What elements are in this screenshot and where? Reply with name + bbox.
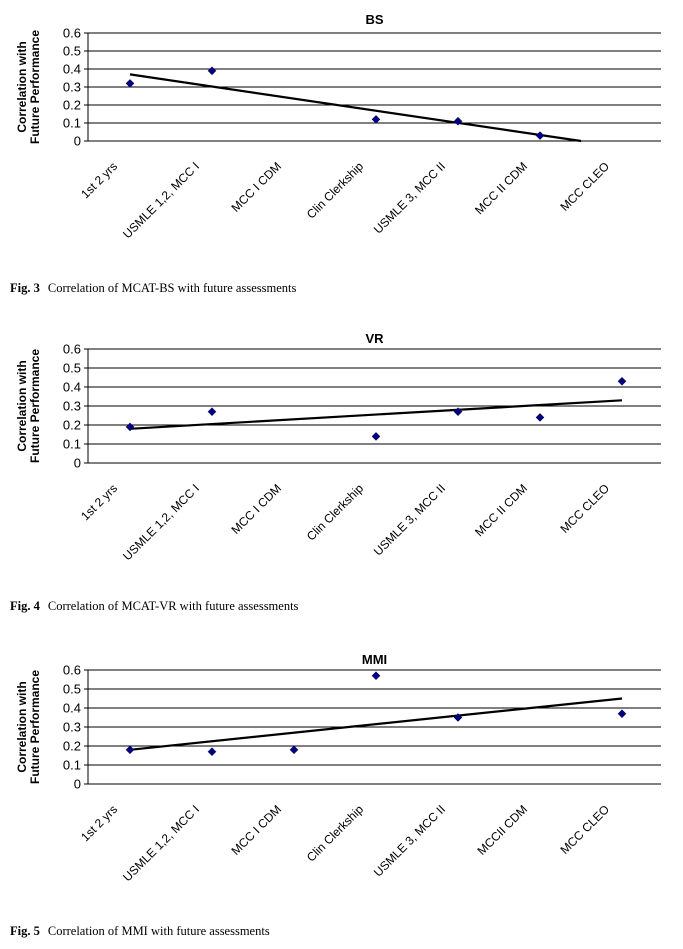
data-point xyxy=(453,407,463,417)
y-tick-label: 0.6 xyxy=(63,342,81,357)
x-tick-label: MCC I CDM xyxy=(228,481,284,537)
trendline xyxy=(129,73,582,143)
x-tick-label: USMLE 3, MCC II xyxy=(371,802,448,879)
x-tick-label: MCC II CDM xyxy=(472,159,530,217)
y-tick-label: 0.6 xyxy=(63,663,81,678)
y-tick-label: 0.2 xyxy=(63,418,81,433)
data-point xyxy=(371,432,381,441)
x-tick-label: 1st 2 yrs xyxy=(78,481,120,523)
x-tick-label: MCC CLEO xyxy=(557,481,612,536)
x-tick-label: MCC CLEO xyxy=(557,802,612,857)
y-tick-label: 0.5 xyxy=(63,682,81,697)
data-point xyxy=(535,131,545,140)
figure-caption-label: Fig. 3 xyxy=(10,281,40,295)
data-point xyxy=(453,116,463,126)
y-tick-label: 0.1 xyxy=(63,437,81,452)
y-axis-label: Correlation with xyxy=(15,360,29,451)
figure-caption-label: Fig. 5 xyxy=(10,924,40,938)
data-point xyxy=(289,745,299,755)
chart-3: MMI 0 0.1 0.2 0.3 0.4 0.5 0.6 Correlation with Fu… xyxy=(10,652,661,938)
y-axis-label: Future Performance xyxy=(28,349,42,463)
figure-caption: Fig. 3 Correlation of MCAT-BS with future… xyxy=(10,281,296,295)
figure-caption: Fig. 5 Correlation of MMI with future ass… xyxy=(10,924,270,938)
y-axis-label: Future Performance xyxy=(28,670,42,784)
y-tick-label: 0.3 xyxy=(63,720,81,735)
y-tick-label: 0 xyxy=(74,456,81,471)
chart-title: BS xyxy=(365,12,383,27)
x-tick-label: MCC II CDM xyxy=(472,481,530,539)
x-tick-label: USMLE 1,2, MCC I xyxy=(120,481,202,563)
y-tick-label: 0 xyxy=(74,777,81,792)
chart-1: BS 0 0.1 0.2 0.3 0.4 0.5 0.6 Correlation with Fut… xyxy=(10,12,661,295)
trendline xyxy=(129,399,623,430)
data-point xyxy=(617,376,627,386)
data-point xyxy=(125,745,135,755)
data-point xyxy=(207,747,217,757)
x-tick-label: 1st 2 yrs xyxy=(78,159,120,201)
figure-caption-text: Correlation of MCAT-BS with future asses… xyxy=(48,281,297,295)
chart-2: VR 0 0.1 0.2 0.3 0.4 0.5 0.6 Correlation with Fut… xyxy=(10,331,661,613)
data-point xyxy=(125,79,135,88)
x-tick-label: USMLE 1,2, MCC I xyxy=(120,802,202,884)
y-axis-label: Correlation with xyxy=(15,681,29,772)
y-tick-label: 0.2 xyxy=(63,739,81,754)
data-point xyxy=(535,413,545,422)
y-tick-label: 0.3 xyxy=(63,399,81,414)
y-tick-label: 0.4 xyxy=(63,380,81,395)
x-tick-label: 1st 2 yrs xyxy=(78,802,120,844)
data-point xyxy=(371,115,381,124)
data-point xyxy=(207,407,217,417)
chart-title: MMI xyxy=(362,652,387,667)
y-tick-label: 0.1 xyxy=(63,116,81,131)
y-axis-label: Correlation with xyxy=(15,41,29,132)
figure-caption-label: Fig. 4 xyxy=(10,599,41,613)
data-point xyxy=(207,66,217,76)
y-axis-label: Future Performance xyxy=(28,30,42,144)
y-tick-label: 0.5 xyxy=(63,361,81,376)
x-tick-label: MCC I CDM xyxy=(228,802,284,858)
trendline xyxy=(129,697,623,751)
y-tick-label: 0.6 xyxy=(63,26,81,41)
x-tick-label: MCCII CDM xyxy=(474,802,530,858)
data-point xyxy=(453,713,463,722)
x-tick-label: Clin Clerkship xyxy=(304,159,366,221)
data-point xyxy=(125,422,135,432)
chart-title: VR xyxy=(365,331,384,346)
figure-caption-text: Correlation of MMI with future assessmen… xyxy=(48,924,270,938)
y-tick-label: 0.4 xyxy=(63,62,81,77)
y-tick-label: 0 xyxy=(74,134,81,149)
x-tick-label: MCC CLEO xyxy=(557,159,612,214)
x-tick-label: USMLE 1,2, MCC I xyxy=(120,159,202,241)
y-tick-label: 0.2 xyxy=(63,98,81,113)
y-tick-label: 0.5 xyxy=(63,44,81,59)
x-tick-label: MCC I CDM xyxy=(228,159,284,215)
x-tick-label: USMLE 3, MCC II xyxy=(371,481,448,558)
y-tick-label: 0.3 xyxy=(63,80,81,95)
figure-caption-text: Correlation of MCAT-VR with future asses… xyxy=(48,599,299,613)
x-tick-label: Clin Clerkship xyxy=(304,481,366,543)
y-tick-label: 0.1 xyxy=(63,758,81,773)
x-tick-label: Clin Clerkship xyxy=(304,802,366,864)
x-tick-label: USMLE 3, MCC II xyxy=(371,159,448,236)
figure-caption: Fig. 4 Correlation of MCAT-VR with future… xyxy=(10,599,299,613)
y-tick-label: 0.4 xyxy=(63,701,81,716)
data-point xyxy=(617,709,627,719)
data-point xyxy=(371,671,381,681)
